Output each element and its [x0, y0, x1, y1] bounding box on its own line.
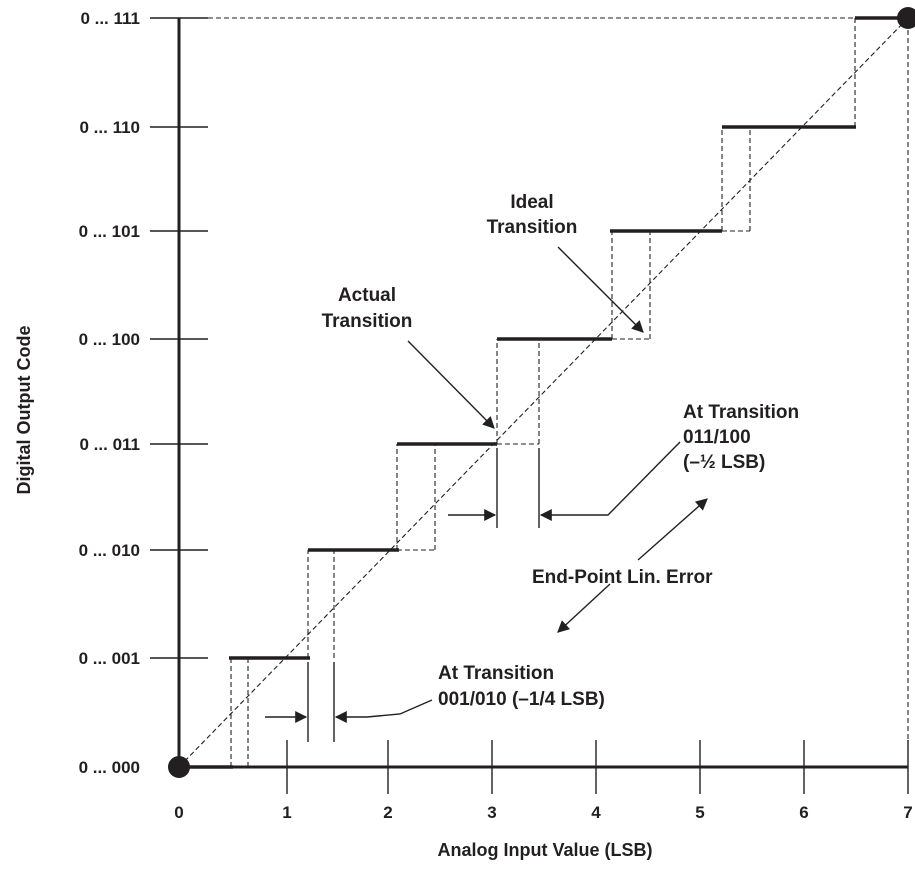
ideal-diagonal-line	[178, 17, 909, 768]
y-tick-label: 0 ... 010	[79, 541, 140, 560]
y-tick-labels: 0 ... 111 0 ... 110 0 ... 101 0 ... 100 …	[79, 9, 140, 777]
x-tick-label: 2	[383, 803, 392, 822]
upper-annotation-leader	[590, 441, 681, 516]
upper-transition-markers	[496, 448, 540, 528]
ideal-transition-label: Ideal Transition	[487, 192, 578, 238]
y-tick-label: 0 ... 111	[80, 9, 140, 28]
svg-text:011/100: 011/100	[683, 427, 751, 448]
lower-annotation-leader	[366, 699, 433, 718]
y-tick-label: 0 ... 001	[79, 649, 140, 668]
y-tick-label: 0 ... 110	[80, 118, 141, 137]
svg-text:At Transition: At Transition	[438, 663, 554, 684]
endpoint-error-arrow-down	[557, 583, 611, 633]
svg-text:Transition: Transition	[487, 217, 578, 238]
end-point-error-label: End-Point Lin. Error	[532, 567, 713, 588]
endpoint-point	[897, 7, 915, 29]
origin-point	[168, 756, 190, 778]
ideal-staircase	[230, 18, 856, 767]
lower-transition-markers	[307, 662, 335, 742]
x-ticks	[286, 740, 909, 794]
svg-text:Ideal: Ideal	[510, 192, 553, 213]
x-tick-label: 6	[799, 803, 808, 822]
svg-text:001/010 (–1/4 LSB): 001/010 (–1/4 LSB)	[438, 689, 605, 710]
x-tick-label: 5	[695, 803, 704, 822]
actual-transition-label: Actual Transition	[322, 285, 413, 332]
ideal-transition-pointer	[557, 246, 644, 333]
y-ticks	[150, 17, 208, 659]
actual-transition-pointer	[407, 340, 495, 429]
x-tick-label: 3	[487, 803, 496, 822]
x-tick-label: 7	[903, 803, 912, 822]
x-axis-title: Analog Input Value (LSB)	[438, 840, 653, 860]
lower-transition-label: At Transition 001/010 (–1/4 LSB)	[438, 663, 605, 710]
endpoint-error-arrow-up	[637, 498, 708, 561]
x-tick-label: 0	[174, 803, 183, 822]
y-tick-label: 0 ... 011	[80, 435, 141, 454]
y-tick-label: 0 ... 000	[79, 758, 140, 777]
svg-text:At Transition: At Transition	[683, 402, 799, 423]
upper-transition-label: At Transition 011/100 (–½ LSB)	[683, 402, 799, 473]
y-axis-title: Digital Output Code	[14, 326, 34, 495]
svg-text:Actual: Actual	[338, 285, 396, 306]
actual-staircase	[179, 16, 908, 769]
x-tick-label: 1	[282, 803, 291, 822]
y-tick-label: 0 ... 100	[79, 330, 140, 349]
svg-text:Transition: Transition	[322, 311, 413, 332]
x-tick-labels: 0 1 2 3 4 5 6 7	[174, 803, 912, 822]
x-tick-label: 4	[591, 803, 601, 822]
svg-text:(–½ LSB): (–½ LSB)	[683, 452, 765, 473]
y-tick-label: 0 ... 101	[79, 222, 140, 241]
